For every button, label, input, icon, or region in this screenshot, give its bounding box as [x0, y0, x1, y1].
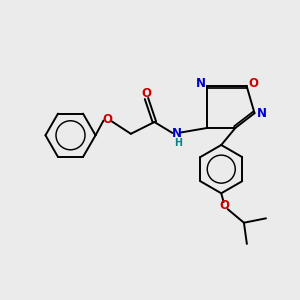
- Text: N: N: [257, 107, 267, 120]
- Text: O: O: [248, 77, 258, 90]
- Text: N: N: [172, 127, 182, 140]
- Text: O: O: [220, 199, 230, 212]
- Text: N: N: [196, 77, 206, 90]
- Text: O: O: [102, 112, 112, 126]
- Text: O: O: [142, 87, 152, 100]
- Text: H: H: [174, 138, 182, 148]
